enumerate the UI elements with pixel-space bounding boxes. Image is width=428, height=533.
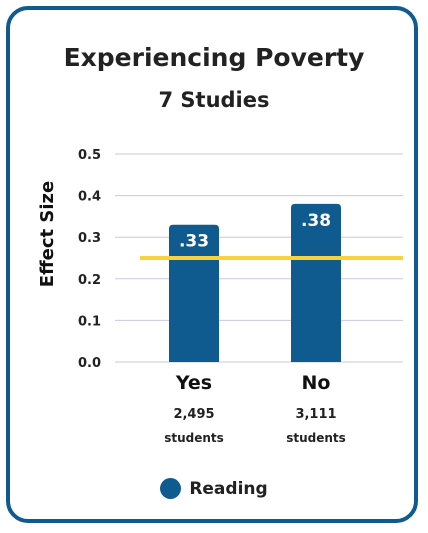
student-count: 3,111 [295, 407, 336, 422]
legend: Reading [0, 478, 428, 499]
chart-subtitle: 7 Studies [158, 88, 270, 112]
y-tick-label: 0.0 [78, 356, 101, 371]
student-count-unit: students [164, 431, 224, 445]
legend-label-reading: Reading [189, 478, 268, 499]
y-tick-label: 0.1 [78, 314, 101, 329]
student-count: 2,495 [173, 407, 214, 422]
legend-swatch-reading [160, 478, 182, 499]
y-tick-label: 0.3 [78, 231, 101, 246]
y-axis-label: Effect Size [37, 181, 58, 287]
student-count-unit: students [286, 431, 346, 445]
y-tick-label: 0.2 [78, 273, 101, 288]
chart-title: Experiencing Poverty [63, 43, 365, 72]
y-tick-label: 0.4 [78, 190, 101, 205]
bar-value-label: .33 [179, 232, 209, 252]
bar-value-label: .38 [301, 211, 331, 231]
category-label: Yes [175, 372, 212, 394]
bar-no [291, 203, 341, 362]
category-label: No [302, 372, 331, 394]
y-tick-label: 0.5 [78, 148, 101, 163]
